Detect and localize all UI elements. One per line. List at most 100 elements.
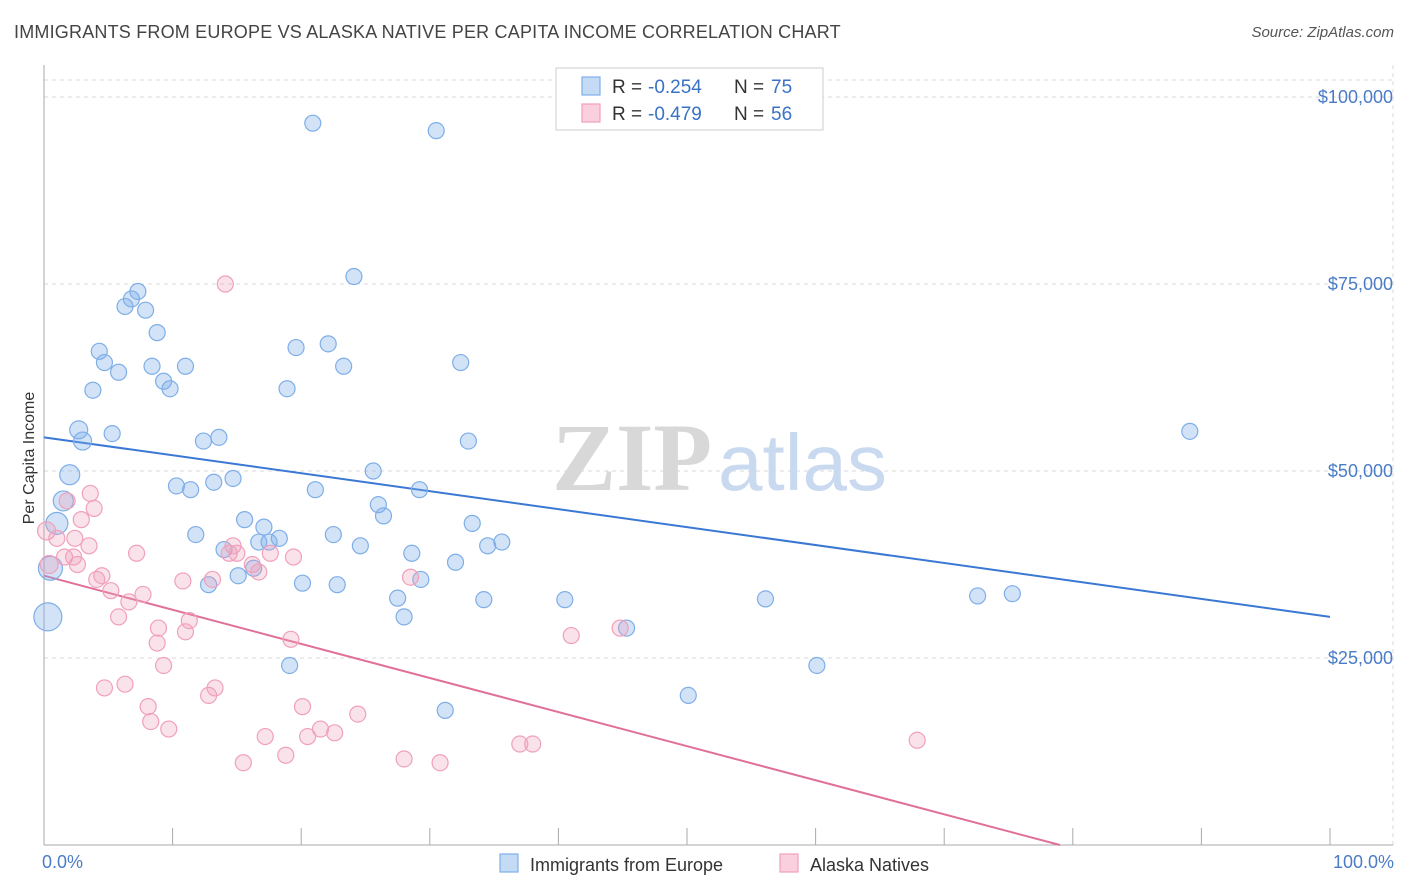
point-alaska <box>149 619 168 637</box>
point-europe <box>95 353 114 372</box>
watermark: ZIP atlas <box>552 404 887 511</box>
point-alaska <box>174 572 192 590</box>
legend-bottom: Immigrants from Europe Alaska Natives <box>499 853 929 875</box>
point-alaska <box>524 735 542 753</box>
data-points <box>33 114 1199 772</box>
point-europe <box>229 567 247 585</box>
point-alaska <box>68 555 87 574</box>
point-europe <box>52 490 74 512</box>
point-europe <box>278 380 296 398</box>
point-alaska <box>401 568 420 586</box>
point-alaska <box>562 626 580 645</box>
point-alaska <box>48 529 66 547</box>
point-europe <box>617 619 636 637</box>
point-alaska <box>256 727 274 746</box>
point-europe <box>59 464 81 486</box>
legend-bottom-label-europe: Immigrants from Europe <box>530 855 723 875</box>
point-europe <box>403 544 421 562</box>
point-europe <box>369 496 387 514</box>
point-alaska <box>142 712 160 731</box>
y-tick-labels: $25,000 $50,000 $75,000 $100,000 <box>1318 87 1393 668</box>
point-europe <box>324 525 342 544</box>
point-alaska <box>127 544 146 562</box>
point-alaska <box>228 544 246 562</box>
point-europe <box>479 537 497 555</box>
point-alaska <box>109 608 128 626</box>
point-europe <box>187 525 205 544</box>
point-europe <box>210 428 228 446</box>
point-europe <box>72 431 93 451</box>
point-alaska <box>139 698 157 716</box>
point-europe <box>287 338 305 357</box>
point-europe <box>446 553 465 571</box>
point-alaska <box>66 529 84 547</box>
point-alaska <box>293 698 312 716</box>
point-alaska <box>95 679 114 697</box>
point-europe <box>176 357 195 375</box>
point-europe <box>389 589 407 607</box>
point-europe <box>45 511 69 535</box>
point-europe <box>129 282 147 301</box>
point-europe <box>328 576 346 594</box>
point-alaska <box>81 484 99 503</box>
point-alaska <box>85 499 103 517</box>
point-alaska <box>349 705 367 723</box>
point-alaska <box>93 567 111 585</box>
point-alaska <box>611 619 629 637</box>
y-axis-label: Per Capita Income <box>21 392 38 525</box>
point-alaska <box>216 275 234 293</box>
point-alaska <box>299 727 317 746</box>
point-europe <box>148 324 166 342</box>
point-alaska <box>102 582 120 600</box>
legend-swatch-alaska <box>581 103 601 123</box>
x-tick-label-max: 100.0% <box>1333 852 1394 872</box>
point-europe <box>969 587 987 605</box>
legend-n-label-alaska: N = <box>734 104 764 125</box>
point-europe <box>410 481 429 499</box>
point-europe <box>293 574 312 592</box>
point-alaska <box>206 679 224 697</box>
y-tick-label: $100,000 <box>1318 87 1393 107</box>
point-alaska <box>72 511 90 529</box>
point-europe <box>459 432 477 450</box>
point-europe <box>205 473 223 491</box>
point-alaska <box>160 720 178 738</box>
point-europe <box>556 591 574 609</box>
point-alaska <box>311 720 330 738</box>
point-europe <box>33 602 63 632</box>
point-alaska <box>134 585 152 604</box>
point-alaska <box>116 675 134 693</box>
point-europe <box>345 267 363 286</box>
point-europe <box>109 363 128 381</box>
point-alaska <box>277 746 295 764</box>
point-alaska <box>203 570 222 589</box>
point-alaska <box>55 548 74 566</box>
point-europe <box>475 591 493 609</box>
point-europe <box>463 514 481 532</box>
point-europe <box>395 608 413 626</box>
point-europe <box>167 477 186 495</box>
watermark-zip: ZIP <box>552 404 712 511</box>
legend-bottom-swatch-alaska <box>779 853 799 873</box>
point-europe <box>270 529 288 547</box>
watermark-atlas: atlas <box>718 418 887 507</box>
legend-swatch-europe <box>581 76 601 96</box>
point-europe <box>1181 422 1199 440</box>
point-europe <box>452 353 470 372</box>
y-tick-label: $75,000 <box>1328 274 1393 294</box>
legend-bottom-swatch-europe <box>499 853 519 873</box>
source-label: Source: ZipAtlas.com <box>1251 24 1394 41</box>
point-europe <box>69 420 89 440</box>
point-alaska <box>180 611 198 630</box>
point-europe <box>374 507 393 525</box>
point-europe <box>493 533 511 551</box>
chart-title: IMMIGRANTS FROM EUROPE VS ALASKA NATIVE … <box>14 22 841 42</box>
point-alaska <box>511 735 529 753</box>
point-europe <box>412 570 430 589</box>
y-tick-label: $25,000 <box>1328 648 1393 668</box>
point-europe <box>224 469 242 488</box>
point-alaska <box>234 754 252 772</box>
point-europe <box>182 481 200 499</box>
point-europe <box>304 114 322 132</box>
